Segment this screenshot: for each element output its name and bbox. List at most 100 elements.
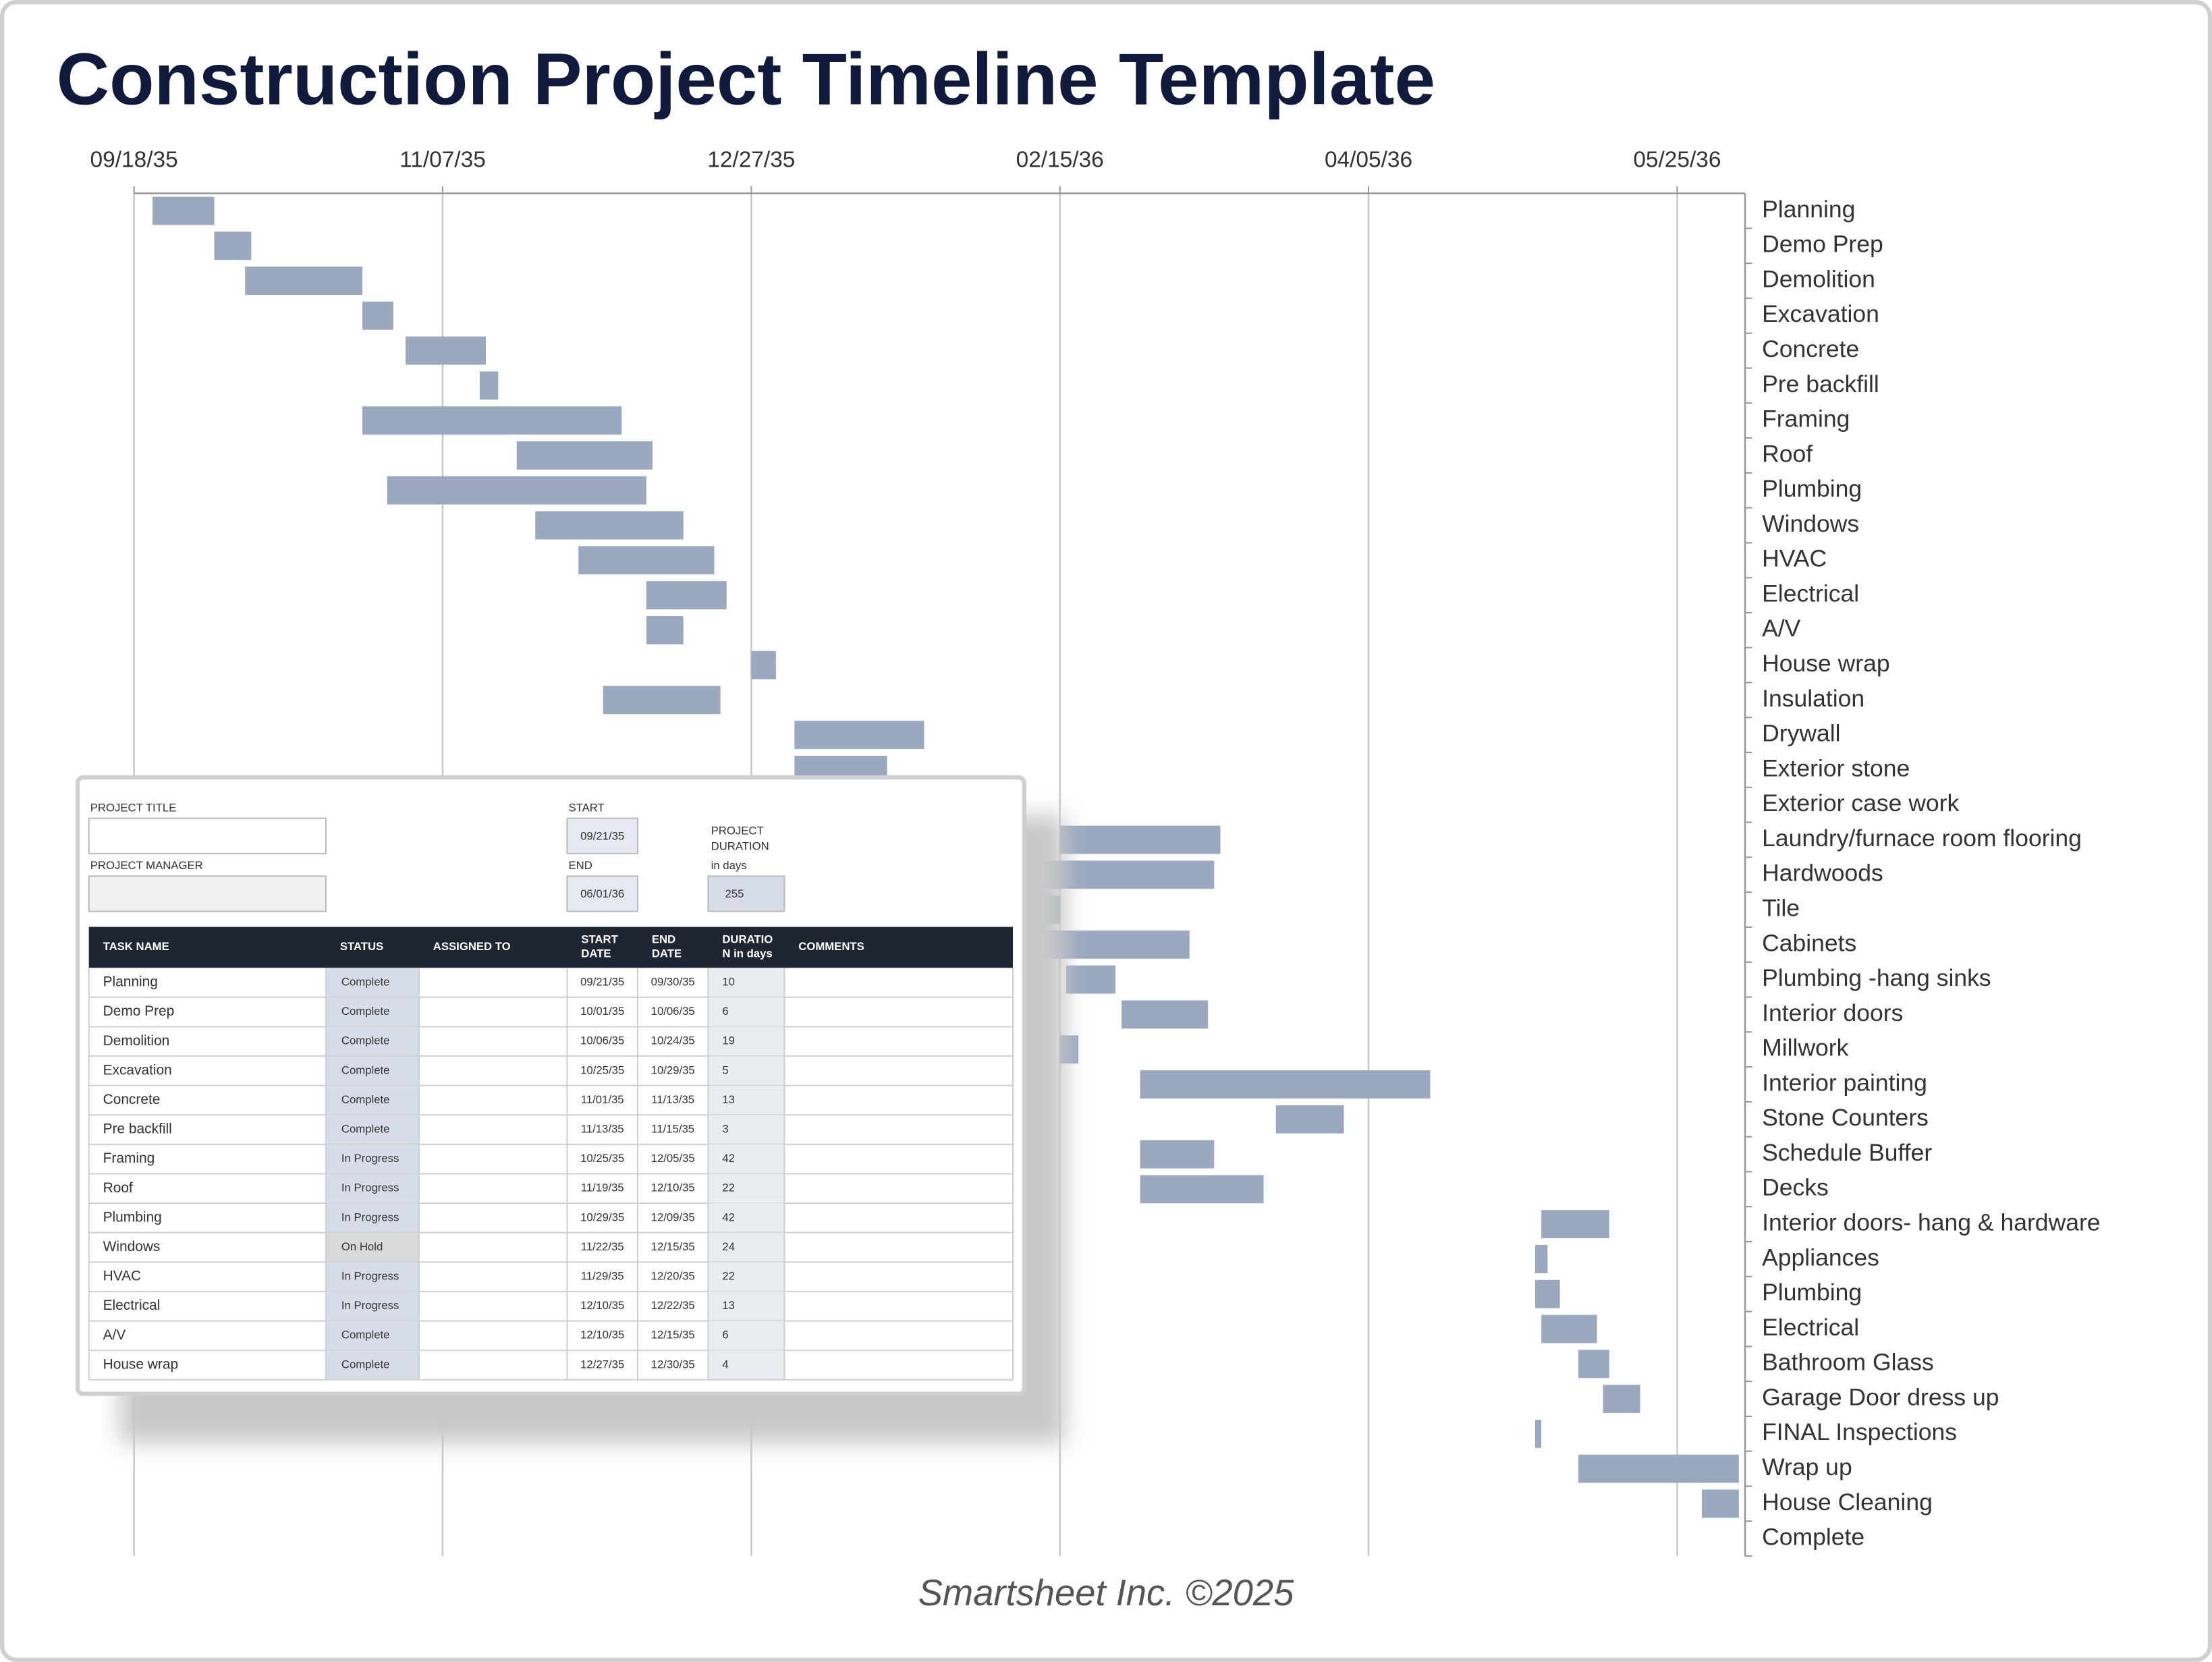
table-cell: Electrical — [103, 1298, 161, 1313]
y-tick-label: Framing — [1762, 406, 1850, 433]
x-tick-label: 09/18/35 — [90, 147, 178, 172]
table-cell: In Progress — [341, 1299, 399, 1312]
bar — [1140, 1140, 1215, 1169]
column-header: END DATE — [652, 933, 682, 960]
duration-cell — [708, 1321, 785, 1351]
bar — [1275, 1105, 1344, 1134]
bar — [245, 267, 363, 295]
table-cell: 4 — [722, 1358, 728, 1370]
status-cell — [325, 1262, 419, 1292]
status-cell — [325, 1232, 419, 1263]
bar — [479, 371, 499, 400]
duration-cell — [708, 1056, 785, 1086]
table-cell: On Hold — [341, 1240, 383, 1253]
table-cell: 09/21/35 — [580, 976, 624, 989]
column-header: COMMENTS — [798, 940, 864, 953]
column-header: DURATIO N in days — [722, 933, 773, 960]
table-cell: Excavation — [103, 1062, 172, 1078]
table-cell: 11/22/35 — [581, 1240, 624, 1253]
bar — [578, 546, 715, 575]
table-cell: In Progress — [341, 1182, 399, 1194]
column-header: START DATE — [581, 933, 618, 960]
bar — [1701, 1489, 1739, 1518]
y-tick-label: Roof — [1762, 440, 1813, 467]
form-field — [566, 875, 638, 912]
table-header — [88, 926, 1014, 968]
y-tick-label: Tile — [1762, 894, 1800, 921]
table-cell: 3 — [722, 1123, 728, 1136]
table-cell: Roof — [103, 1180, 133, 1196]
bar — [1541, 1314, 1597, 1344]
duration-cell — [708, 1085, 785, 1115]
form-label: in days — [711, 859, 747, 872]
table-cell: Complete — [341, 1093, 390, 1106]
y-tick-label: Planning — [1762, 196, 1855, 223]
form-label: PROJECT MANAGER — [90, 859, 203, 872]
y-tick-label: Garage Door dress up — [1762, 1383, 1999, 1410]
y-tick-label: Plumbing -hang sinks — [1762, 964, 1991, 991]
form-field — [566, 817, 638, 854]
table-cell: House wrap — [103, 1356, 178, 1372]
table-cell: 12/30/35 — [651, 1358, 695, 1370]
table-cell: Framing — [103, 1151, 155, 1166]
form-label: PROJECT TITLE — [90, 801, 177, 814]
table-cell: HVAC — [103, 1269, 142, 1284]
y-tick-label: Wrap up — [1762, 1453, 1852, 1480]
table-cell: In Progress — [341, 1152, 399, 1165]
y-tick-label: Electrical — [1762, 580, 1859, 607]
table-cell: Complete — [341, 1005, 390, 1018]
duration-cell — [708, 1173, 785, 1204]
bar — [1066, 965, 1116, 994]
y-tick-label: Plumbing — [1762, 475, 1862, 502]
duration-cell — [708, 997, 785, 1027]
y-tick-label: FINAL Inspections — [1762, 1418, 1957, 1445]
y-tick-label: A/V — [1762, 615, 1801, 642]
bar — [387, 476, 646, 505]
table-cell: 10 — [722, 976, 735, 989]
table-cell: 12/10/35 — [580, 1299, 624, 1312]
y-tick-label: Plumbing — [1762, 1279, 1862, 1306]
table-cell: 12/15/35 — [651, 1329, 695, 1341]
y-tick-label: House Cleaning — [1762, 1489, 1933, 1516]
bar — [1535, 1419, 1542, 1448]
table-cell: 12/15/35 — [651, 1240, 695, 1253]
table-cell: Complete — [341, 1329, 390, 1341]
bar — [1140, 1175, 1264, 1204]
table-cell: Complete — [341, 1034, 390, 1047]
table-cell: 12/27/35 — [580, 1358, 624, 1370]
y-tick-label: Schedule Buffer — [1762, 1139, 1932, 1166]
bar — [1059, 825, 1221, 854]
table-cell: Plumbing — [103, 1209, 162, 1225]
table-cell: 6 — [722, 1329, 728, 1341]
table-cell: 11/29/35 — [581, 1270, 624, 1283]
table-cell: Windows — [103, 1239, 161, 1254]
status-cell — [325, 1026, 419, 1057]
status-cell — [325, 997, 419, 1027]
y-tick-label: HVAC — [1762, 545, 1827, 572]
y-tick-label: Windows — [1762, 510, 1859, 537]
y-tick-label: Exterior stone — [1762, 754, 1910, 781]
form-value: 09/21/35 — [580, 829, 624, 842]
bar — [1122, 1000, 1209, 1029]
bar — [1603, 1385, 1640, 1413]
y-tick-label: Millwork — [1762, 1034, 1848, 1061]
table-cell: 13 — [722, 1299, 735, 1312]
y-tick-label: Complete — [1762, 1524, 1864, 1551]
bar — [516, 441, 653, 470]
x-tick-label: 04/05/36 — [1325, 147, 1412, 172]
x-tick-label: 11/07/35 — [399, 147, 486, 172]
y-tick-label: Demo Prep — [1762, 231, 1883, 258]
table-cell: Complete — [341, 1123, 390, 1136]
table-cell: 11/15/35 — [651, 1123, 694, 1136]
duration-cell — [708, 1291, 785, 1321]
y-tick-label: Insulation — [1762, 685, 1864, 712]
duration-cell — [708, 968, 785, 997]
bar — [1541, 1210, 1609, 1239]
y-tick-label: Electrical — [1762, 1314, 1859, 1341]
table-cell: 12/20/35 — [651, 1270, 695, 1283]
column-header: STATUS — [340, 940, 383, 953]
y-tick-label: Interior doors- hang & hardware — [1762, 1209, 2100, 1236]
form-field — [88, 875, 327, 912]
y-tick-label: Exterior case work — [1762, 790, 1959, 816]
